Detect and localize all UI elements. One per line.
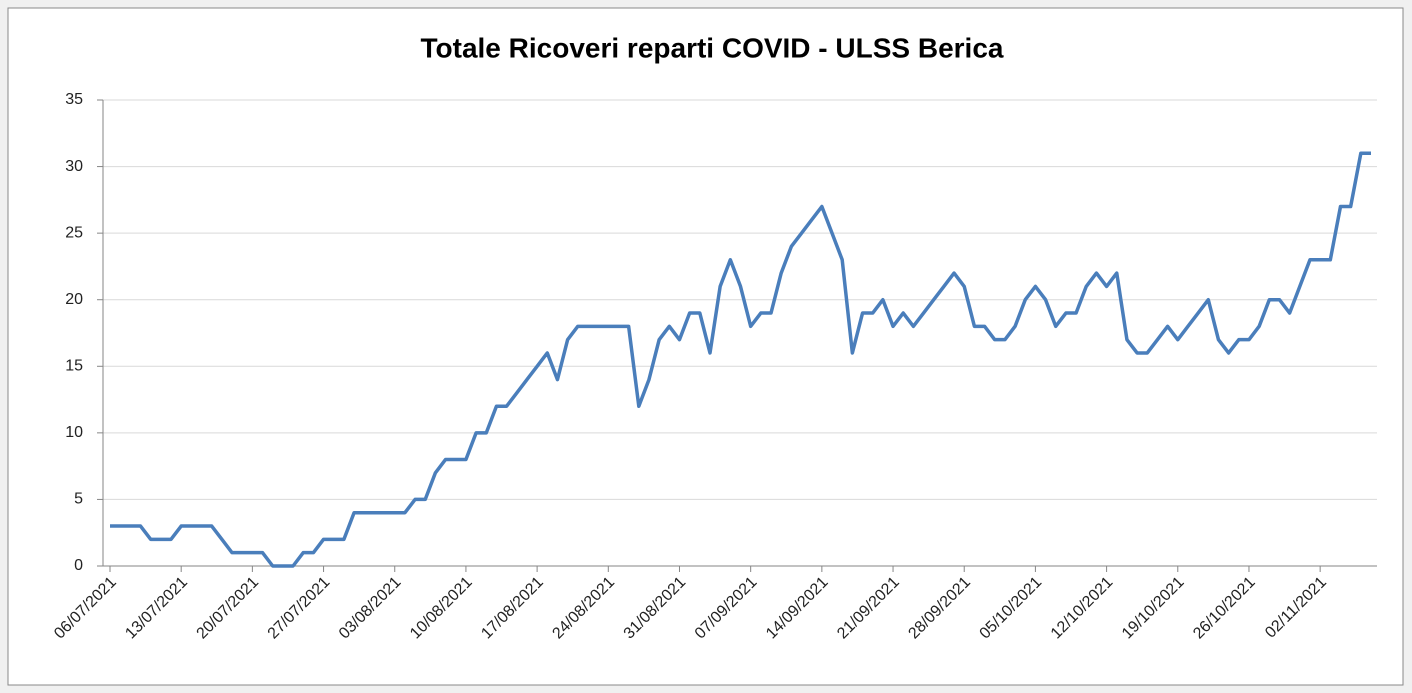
y-tick-label: 0 [74,557,83,574]
y-tick-label: 25 [65,224,83,241]
y-tick-label: 5 [74,491,83,508]
y-tick-label: 35 [65,91,83,108]
y-tick-label: 10 [65,424,83,441]
data-line [110,151,1371,568]
y-tick-label: 15 [65,358,83,375]
y-tick-label: 30 [65,158,83,175]
chart-title: Totale Ricoveri reparti COVID - ULSS Ber… [421,32,1004,63]
chart-frame [7,7,1404,686]
y-tick-label: 20 [65,291,83,308]
